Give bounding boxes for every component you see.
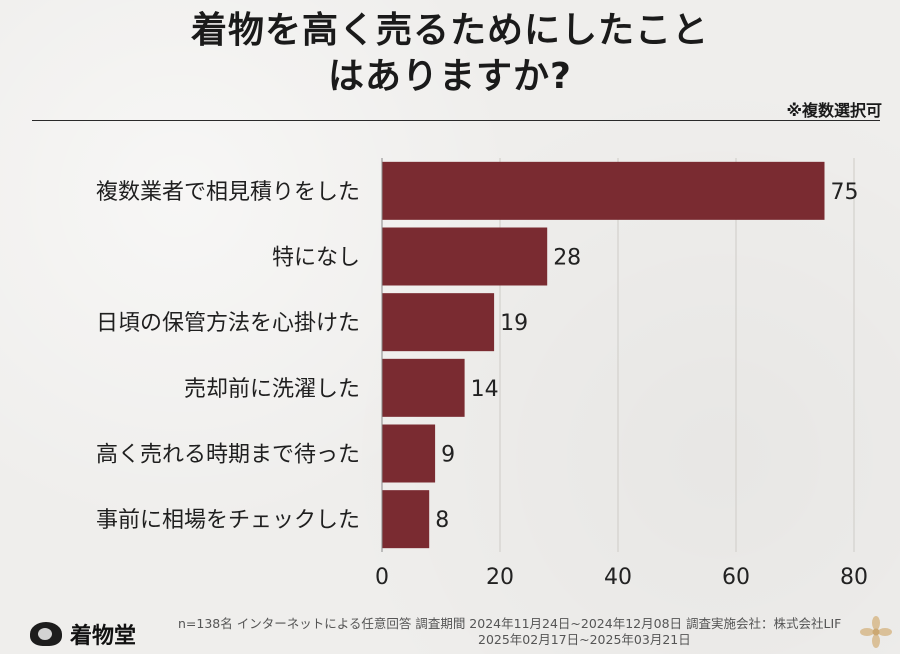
x-tick-label-40: 40 [604, 565, 632, 590]
fan-logo-icon [30, 622, 62, 646]
bar-4 [382, 424, 436, 483]
flower-ornament-icon [860, 616, 892, 648]
footnote-line-1: n=138名 インターネットによる任意回答 調査期間 2024年11月24日~2… [178, 616, 842, 631]
value-label-5: 8 [435, 508, 449, 533]
brand-name: 着物堂 [70, 623, 137, 649]
x-tick-label-60: 60 [722, 565, 750, 590]
x-tick-label-0: 0 [375, 565, 389, 590]
title-divider [32, 120, 880, 121]
x-tick-label-20: 20 [486, 565, 514, 590]
title-line-2: はありますか? [328, 56, 572, 97]
value-label-0: 75 [831, 180, 859, 205]
value-label-2: 19 [500, 311, 528, 336]
footnote-line-2: 2025年02月17日~2025年03月21日 [478, 632, 691, 647]
multiple-choice-note: ※複数選択可 [786, 101, 882, 120]
category-label-1: 特になし [272, 246, 360, 271]
category-label-4: 高く売れる時期まで待った [96, 443, 360, 468]
bar-1 [382, 227, 548, 286]
title-line-1: 着物を高く売るためにしたこと [190, 10, 709, 51]
value-label-4: 9 [441, 443, 455, 468]
brand-logo: 着物堂 [30, 618, 136, 650]
chart-title: 着物を高く売るためにしたこと はありますか? [0, 8, 900, 100]
bar-3 [382, 358, 465, 417]
survey-footnote: n=138名 インターネットによる任意回答 調査期間 2024年11月24日~2… [178, 616, 878, 648]
bar-5 [382, 490, 430, 549]
value-label-1: 28 [553, 246, 581, 271]
x-tick-label-80: 80 [840, 565, 868, 590]
bar-2 [382, 293, 495, 352]
category-label-0: 複数業者で相見積りをした [96, 180, 360, 205]
bar-0 [382, 161, 825, 220]
category-label-5: 事前に相場をチェックした [96, 508, 360, 533]
category-label-2: 日頃の保管方法を心掛けた [96, 311, 360, 336]
category-label-3: 売却前に洗濯した [184, 377, 360, 402]
value-label-3: 14 [471, 377, 499, 402]
